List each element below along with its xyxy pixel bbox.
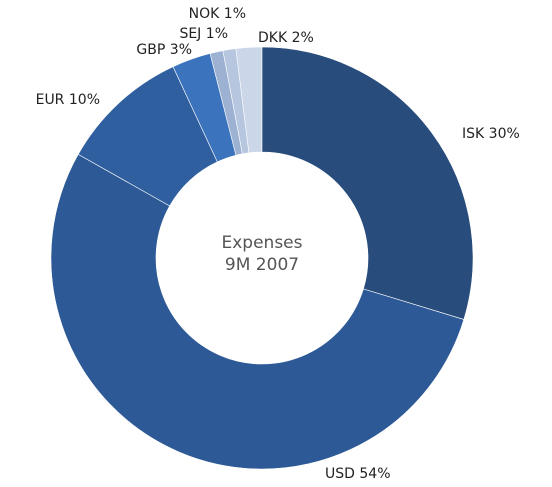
donut-slice <box>172 53 237 163</box>
slice-value-label: 10% <box>69 92 100 108</box>
chart-subtitle: 9M 2007 <box>225 255 299 275</box>
slice-label: ISK 30% <box>462 126 520 142</box>
slice-label: NOK 1% <box>189 6 246 22</box>
slice-label: EUR 10% <box>36 92 100 108</box>
slice-label: USD 54% <box>325 466 391 482</box>
donut-slice <box>209 50 243 156</box>
slice-value-label: 1% <box>206 26 228 42</box>
slice-value-label: 2% <box>292 30 314 46</box>
slice-value-label: 30% <box>489 126 520 142</box>
donut-slice <box>50 153 465 470</box>
slice-category: GBP <box>136 42 165 58</box>
slice-category: NOK <box>189 6 220 22</box>
slice-label: DKK 2% <box>258 30 314 46</box>
slice-label: SEJ 1% <box>179 26 228 42</box>
slice-category: ISK <box>462 126 485 142</box>
donut-slice <box>77 66 218 207</box>
slice-value-label: 1% <box>224 6 246 22</box>
slice-category: DKK <box>258 30 288 46</box>
slice-value-label: 3% <box>170 42 192 58</box>
donut-slice <box>222 48 250 155</box>
slice-value-label: 54% <box>359 466 390 482</box>
slice-category: SEJ <box>179 26 201 42</box>
slice-category: USD <box>325 466 355 482</box>
donut-slice <box>261 46 474 320</box>
slice-category: EUR <box>36 92 65 108</box>
slice-label: GBP 3% <box>136 42 192 58</box>
chart-title: Expenses <box>222 233 303 253</box>
